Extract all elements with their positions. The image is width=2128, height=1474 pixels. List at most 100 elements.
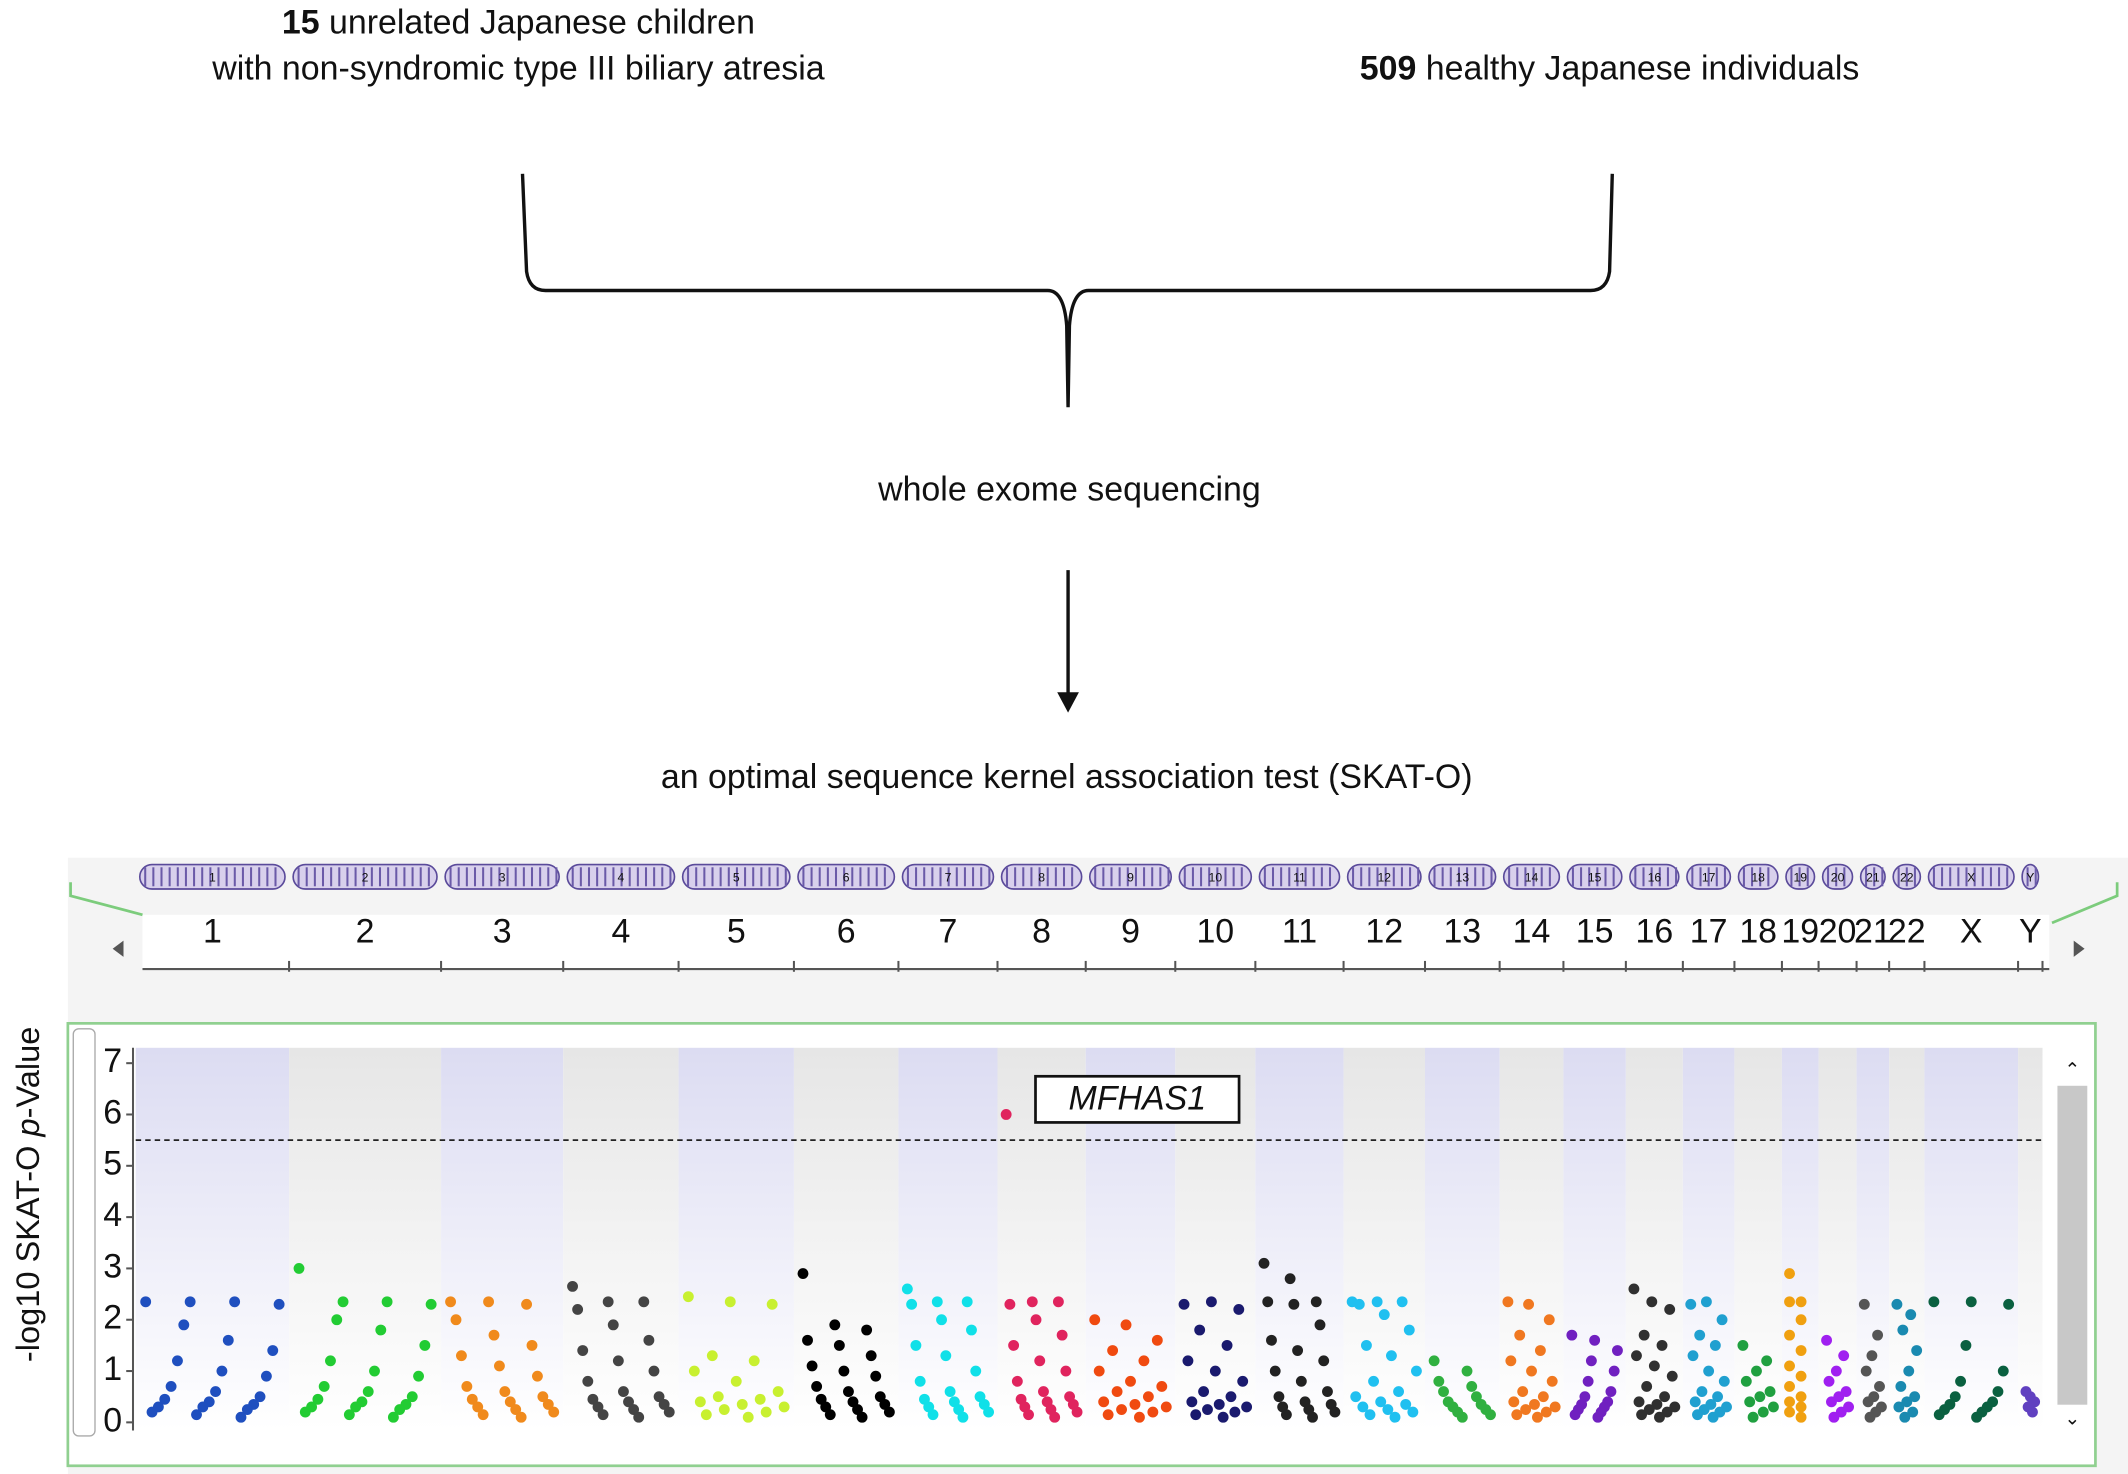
point: [1589, 1334, 1601, 1346]
point: [597, 1409, 609, 1421]
point: [1648, 1360, 1660, 1372]
point: [1638, 1329, 1650, 1341]
point: [1866, 1350, 1878, 1362]
point: [1375, 1396, 1387, 1408]
point: [1273, 1391, 1285, 1403]
point: [824, 1409, 836, 1421]
point: [1689, 1396, 1701, 1408]
point: [1142, 1391, 1154, 1403]
chromosome-band: [1255, 1047, 1344, 1431]
point: [1795, 1345, 1807, 1356]
point: [618, 1386, 629, 1397]
point: [1178, 1298, 1190, 1310]
point: [1034, 1355, 1046, 1367]
point: [477, 1409, 489, 1421]
ideogram-label: 5: [733, 870, 740, 884]
scroll-up: ⌃: [2064, 1060, 2080, 1081]
point: [1949, 1391, 1961, 1403]
point: [1784, 1381, 1795, 1392]
ideogram: [138, 863, 286, 890]
x-tick-label: 8: [1032, 913, 1051, 951]
point: [1160, 1401, 1172, 1413]
point: [1641, 1381, 1653, 1392]
point: [165, 1381, 177, 1392]
point: [1030, 1314, 1042, 1326]
point: [1428, 1355, 1440, 1367]
ideogram-label: 12: [1377, 870, 1391, 884]
point: [856, 1411, 868, 1423]
point: [1382, 1404, 1394, 1415]
ideogram-label: 19: [1793, 870, 1807, 884]
point: [1534, 1345, 1546, 1356]
point: [910, 1339, 922, 1351]
point: [1056, 1329, 1068, 1341]
point: [1353, 1298, 1365, 1310]
y-tick-label: 5: [103, 1145, 122, 1183]
point: [1221, 1339, 1233, 1351]
point: [1685, 1298, 1697, 1310]
point: [1318, 1355, 1330, 1367]
ideogram-label: 8: [1038, 870, 1045, 884]
x-tick-label: 7: [939, 913, 958, 951]
y-label-part: -log10 SKAT-O: [9, 1136, 45, 1362]
point: [1407, 1406, 1419, 1418]
point: [1656, 1339, 1668, 1351]
point: [1864, 1411, 1876, 1423]
point: [1566, 1329, 1578, 1341]
annotation-box: [1034, 1074, 1241, 1124]
point: [515, 1411, 527, 1423]
point: [1371, 1296, 1383, 1308]
point: [1784, 1396, 1795, 1408]
point: [940, 1350, 952, 1362]
point: [633, 1411, 645, 1423]
ideogram-label: 2: [362, 870, 369, 884]
point: [1322, 1386, 1333, 1397]
x-tick-label: 18: [1739, 913, 1777, 951]
point: [318, 1381, 330, 1392]
point: [718, 1404, 730, 1415]
point: [1707, 1411, 1719, 1423]
point: [1466, 1381, 1478, 1392]
point: [1751, 1365, 1762, 1377]
point: [260, 1370, 272, 1382]
point: [184, 1296, 196, 1308]
point: [1826, 1396, 1837, 1408]
ideogram-label: 9: [1127, 870, 1134, 884]
point: [748, 1355, 760, 1367]
point: [1666, 1370, 1678, 1382]
x-tick-label: 14: [1513, 913, 1551, 951]
point: [901, 1283, 913, 1295]
point: [1461, 1365, 1473, 1377]
step: whole exome sequencing: [877, 470, 1261, 508]
ideogram-label: 20: [1831, 870, 1845, 884]
ideogram-label: 22: [1900, 870, 1914, 884]
ideogram: [1000, 863, 1083, 890]
point: [883, 1406, 895, 1418]
point: [944, 1386, 956, 1397]
point: [1438, 1386, 1449, 1397]
point: [966, 1324, 977, 1336]
point: [488, 1329, 500, 1341]
x-tick-label: 11: [1282, 913, 1317, 951]
point: [1628, 1283, 1640, 1295]
cases-text: unrelated Japanese children: [329, 3, 755, 41]
point: [1960, 1339, 1972, 1351]
point: [1895, 1381, 1907, 1392]
x-tick-label: 20: [1819, 913, 1857, 951]
y-tick-label: 0: [103, 1401, 122, 1439]
x-tick-label: 19: [1781, 913, 1819, 951]
point: [1310, 1296, 1322, 1308]
point: [1784, 1360, 1795, 1372]
point: [1646, 1296, 1658, 1308]
point: [1823, 1375, 1835, 1387]
point: [1860, 1365, 1872, 1377]
chromosome-band: [678, 1047, 794, 1431]
point: [1258, 1257, 1270, 1269]
point: [1858, 1298, 1870, 1310]
ideogram-label: 18: [1751, 870, 1765, 884]
point: [343, 1409, 355, 1421]
point: [607, 1319, 619, 1331]
point: [1909, 1391, 1921, 1403]
point: [1350, 1391, 1362, 1403]
point: [1903, 1365, 1915, 1377]
